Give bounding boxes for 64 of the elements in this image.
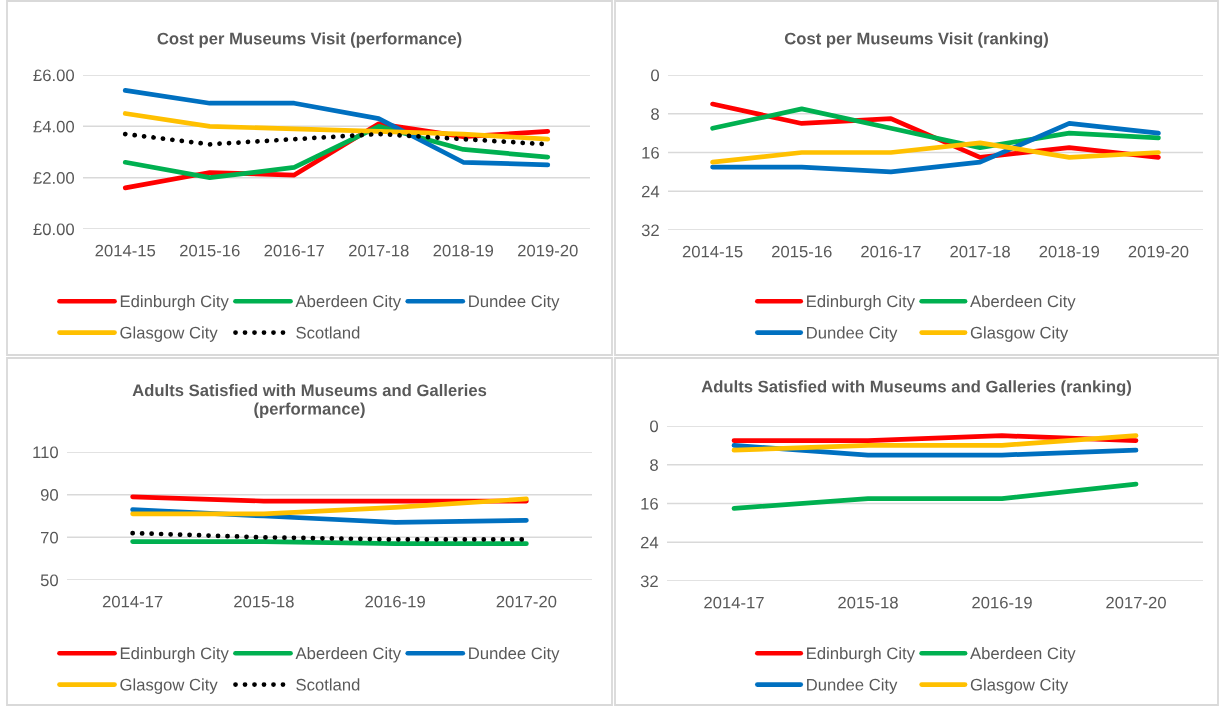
y-tick-label: 16 [641, 497, 658, 510]
legend-label: Edinburgh City [120, 295, 229, 311]
y-tick-label: 0 [650, 420, 659, 433]
y-tick-label: 8 [651, 108, 659, 120]
legend-label: Dundee City [807, 326, 898, 342]
line-series [122, 88, 551, 168]
legend-label: Glasgow City [970, 678, 1069, 694]
legend-label: Dundee City [469, 647, 560, 663]
x-tick-label: 2017-18 [950, 245, 1010, 258]
x-tick-label: 2017-20 [496, 595, 557, 608]
x-tick-label: 2015-18 [838, 596, 898, 609]
y-tick-label: 110 [33, 446, 59, 459]
line-series [710, 140, 1161, 165]
legend-label: Aberdeen City [295, 295, 402, 311]
legend-label: Aberdeen City [970, 647, 1076, 663]
x-tick-label: 2014-15 [682, 245, 743, 258]
chart-title: Adults Satisfied with Museums and Galleries (performance) [132, 383, 487, 419]
chart-title: Cost per Museums Visit (ranking) [784, 32, 1048, 48]
x-tick-label: 2018-19 [1039, 245, 1100, 258]
x-tick-label: 2015-18 [234, 595, 294, 608]
y-tick-label: 8 [650, 459, 658, 471]
x-tick-label: 2019-20 [518, 244, 578, 257]
legend-label: Scotland [296, 678, 360, 691]
x-tick-label: 2015-16 [772, 245, 832, 258]
legend-label: Edinburgh City [807, 647, 915, 663]
y-tick-label: 50 [40, 574, 59, 587]
line-series [710, 121, 1161, 175]
x-tick-label: 2016-19 [972, 596, 1032, 609]
y-tick-label: 24 [640, 536, 659, 549]
legend-label: Dundee City [469, 295, 560, 311]
legend-label: Scotland [296, 326, 360, 339]
x-tick-label: 2017-20 [1106, 596, 1166, 609]
y-tick-label: 70 [40, 531, 59, 544]
x-tick-label: 2016-17 [861, 245, 921, 258]
legend-label: Glasgow City [120, 678, 218, 694]
x-tick-label: 2018-19 [433, 244, 494, 257]
line-series [122, 111, 551, 142]
y-tick-label: 24 [641, 185, 660, 198]
legend-label: Glasgow City [120, 326, 218, 342]
y-tick-label: 32 [640, 575, 658, 588]
y-tick-label: 0 [651, 69, 660, 82]
x-tick-label: 2015-16 [180, 244, 240, 257]
x-tick-label: 2014-15 [95, 244, 156, 257]
y-tick-label: 16 [642, 146, 659, 159]
chart-title: Adults Satisfied with Museums and Galleries (ranking) [701, 380, 1132, 396]
legend-label: Aberdeen City [970, 295, 1076, 311]
y-tick-label: £4.00 [33, 120, 75, 133]
y-tick-label: 32 [641, 224, 659, 237]
y-tick-label: £6.00 [33, 69, 75, 82]
x-tick-label: 2019-20 [1128, 245, 1189, 258]
legend-label: Glasgow City [970, 326, 1069, 342]
y-tick-label: £2.00 [33, 172, 75, 184]
y-tick-label: £0.00 [33, 223, 75, 236]
legend-label: Aberdeen City [295, 647, 402, 663]
x-tick-label: 2016-17 [264, 244, 324, 257]
legend-label: Edinburgh City [807, 295, 915, 311]
y-tick-label: 90 [40, 489, 59, 501]
legend-label: Dundee City [807, 678, 898, 694]
x-tick-label: 2017-18 [349, 244, 409, 257]
chart-title: Cost per Museums Visit (performance) [157, 32, 462, 48]
x-tick-label: 2014-17 [102, 595, 163, 608]
legend-label: Edinburgh City [120, 647, 229, 663]
x-tick-label: 2016-19 [365, 595, 425, 608]
x-tick-label: 2014-17 [704, 596, 764, 609]
